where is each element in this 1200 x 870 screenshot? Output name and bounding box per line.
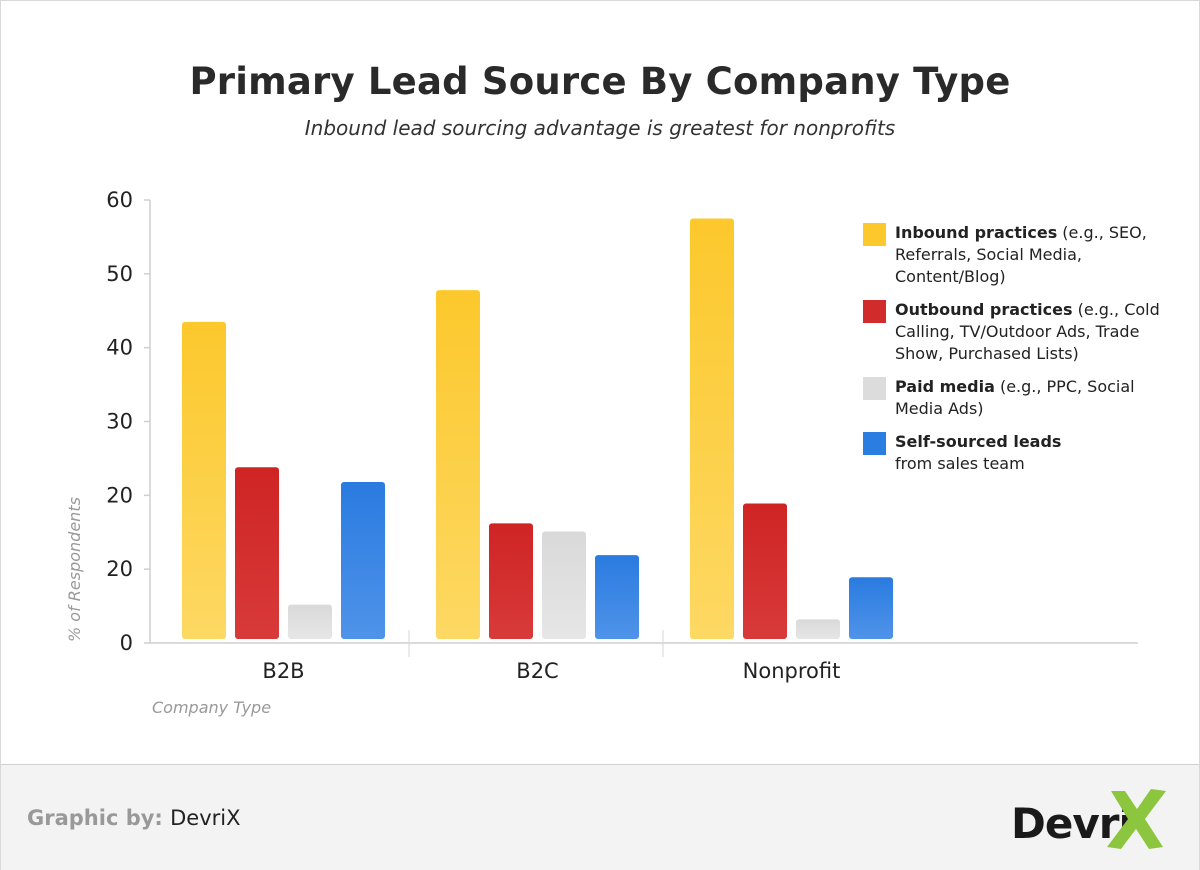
y-tick-label: 20 bbox=[106, 483, 133, 507]
legend-detail: (e.g., PPC, Social Media Ads) bbox=[895, 377, 1135, 418]
y-axis-title: % of Respondents bbox=[65, 497, 84, 642]
y-tick-label: 0 bbox=[120, 631, 133, 655]
y-tick-label: 40 bbox=[106, 336, 133, 360]
legend-name: Paid media bbox=[895, 377, 995, 396]
credit-name: DevriX bbox=[170, 806, 241, 830]
y-tick-label: 30 bbox=[106, 410, 133, 434]
bar-outbound-b2c bbox=[489, 523, 533, 639]
legend-detail: (e.g., Cold Calling, TV/Outdoor Ads, Tra… bbox=[895, 300, 1160, 363]
legend-name: Inbound practices bbox=[895, 223, 1058, 242]
legend-item-outbound: Outbound practices (e.g., Cold Calling, … bbox=[863, 299, 1163, 365]
legend-swatch bbox=[863, 377, 886, 400]
legend-swatch bbox=[863, 432, 886, 455]
bar-self-nonprofit bbox=[849, 577, 893, 639]
y-tick-label: 50 bbox=[106, 262, 133, 286]
logo-x-icon bbox=[1107, 789, 1166, 849]
bar-inbound-b2b bbox=[182, 321, 226, 639]
chart-subtitle: Inbound lead sourcing advantage is great… bbox=[304, 116, 896, 140]
bar-self-b2c bbox=[595, 555, 639, 639]
bar-inbound-nonprofit bbox=[690, 218, 734, 640]
bar-outbound-nonprofit bbox=[743, 503, 787, 639]
legend-item-self: Self-sourced leads from sales team bbox=[863, 431, 1163, 475]
legend-item-paid: Paid media (e.g., PPC, Social Media Ads) bbox=[863, 376, 1163, 420]
legend-swatch bbox=[863, 300, 886, 323]
x-category-label: B2C bbox=[516, 659, 558, 683]
bar-outbound-b2b bbox=[235, 467, 279, 639]
devrix-logo: Devri bbox=[1011, 783, 1171, 853]
legend-detail: (e.g., SEO, Referrals, Social Media, Con… bbox=[895, 223, 1147, 286]
legend-item-inbound: Inbound practices (e.g., SEO, Referrals,… bbox=[863, 222, 1163, 288]
legend-name: Self-sourced leads bbox=[895, 432, 1062, 451]
chart-plot: 0 20 20 30 40 50 60 B2B B2C Nonprofit Company Type… bbox=[65, 188, 1138, 717]
y-tick-label: 60 bbox=[106, 188, 133, 212]
bar-paid-b2c bbox=[542, 531, 586, 639]
bar-inbound-b2c bbox=[436, 290, 480, 639]
legend-swatch bbox=[863, 223, 886, 246]
credit-prefix: Graphic by: bbox=[27, 806, 163, 830]
legend-name: Outbound practices bbox=[895, 300, 1073, 319]
bar-self-b2b bbox=[341, 482, 385, 639]
chart-title: Primary Lead Source By Company Type bbox=[189, 60, 1011, 103]
bar-paid-nonprofit bbox=[796, 619, 840, 639]
bar-paid-b2b bbox=[288, 604, 332, 639]
x-category-label: Nonprofit bbox=[743, 659, 841, 683]
x-axis-title: Company Type bbox=[152, 698, 271, 717]
footer: Graphic by: DevriX Devri bbox=[1, 764, 1199, 870]
y-tick-label: 20 bbox=[106, 557, 133, 581]
x-category-label: B2B bbox=[262, 659, 304, 683]
chart-legend: Inbound practices (e.g., SEO, Referrals,… bbox=[863, 222, 1163, 486]
graphic-credit: Graphic by: DevriX bbox=[27, 806, 241, 830]
legend-detail: from sales team bbox=[895, 454, 1025, 473]
